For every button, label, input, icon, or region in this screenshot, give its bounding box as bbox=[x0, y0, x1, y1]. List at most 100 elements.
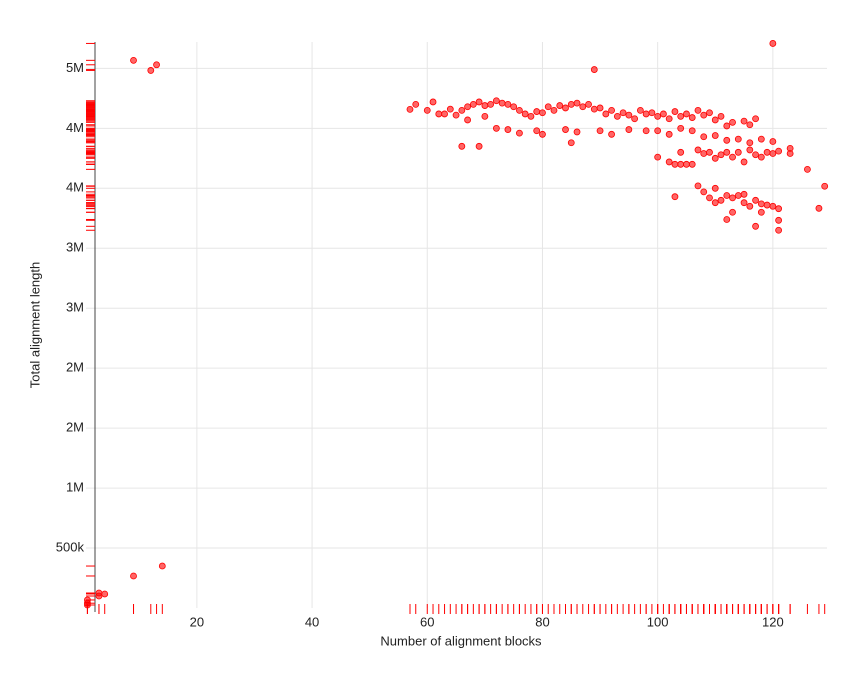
point bbox=[101, 590, 109, 598]
point bbox=[677, 148, 685, 156]
point bbox=[804, 165, 811, 173]
point bbox=[487, 100, 495, 108]
point bbox=[492, 97, 500, 105]
point bbox=[706, 194, 713, 202]
point bbox=[769, 40, 777, 47]
point bbox=[556, 102, 564, 109]
point bbox=[734, 192, 742, 199]
point bbox=[786, 150, 794, 157]
point bbox=[429, 98, 437, 106]
point bbox=[596, 104, 604, 112]
point bbox=[158, 562, 166, 570]
point bbox=[642, 110, 650, 118]
point bbox=[711, 184, 719, 192]
point bbox=[775, 216, 783, 224]
point bbox=[746, 202, 754, 210]
point bbox=[95, 592, 103, 600]
point bbox=[596, 127, 604, 135]
point bbox=[510, 103, 518, 111]
point bbox=[769, 202, 777, 210]
point bbox=[608, 106, 615, 114]
y-tick-label: 4M bbox=[66, 120, 84, 135]
point bbox=[688, 160, 696, 168]
point bbox=[516, 129, 523, 137]
point bbox=[717, 196, 725, 204]
point bbox=[815, 204, 823, 212]
point bbox=[130, 56, 137, 64]
y-axis-title: Total alignment length bbox=[27, 262, 42, 388]
point bbox=[573, 128, 581, 136]
point bbox=[683, 110, 690, 118]
point bbox=[521, 110, 529, 118]
point bbox=[533, 108, 541, 115]
point bbox=[757, 208, 765, 216]
point bbox=[694, 106, 702, 114]
point bbox=[527, 112, 535, 120]
point bbox=[700, 111, 708, 119]
x-tick-label: 20 bbox=[190, 614, 204, 629]
point bbox=[498, 99, 506, 107]
point bbox=[688, 114, 696, 121]
point bbox=[631, 115, 639, 123]
point bbox=[746, 121, 754, 129]
point bbox=[648, 109, 656, 117]
point bbox=[734, 148, 742, 156]
point bbox=[775, 205, 783, 213]
point bbox=[153, 61, 160, 69]
point bbox=[504, 100, 512, 108]
point bbox=[711, 116, 719, 124]
point bbox=[671, 108, 679, 115]
point bbox=[717, 151, 725, 159]
point bbox=[441, 110, 448, 118]
point bbox=[752, 196, 759, 204]
point bbox=[406, 105, 414, 113]
point bbox=[711, 132, 719, 139]
point bbox=[579, 103, 587, 111]
point bbox=[590, 105, 598, 113]
point bbox=[729, 194, 736, 202]
y-tick-label: 500k bbox=[56, 539, 85, 554]
x-tick-label: 120 bbox=[762, 614, 784, 629]
point bbox=[729, 208, 736, 216]
point bbox=[665, 158, 673, 166]
point bbox=[464, 103, 471, 111]
point bbox=[723, 192, 731, 199]
point bbox=[562, 126, 569, 133]
point bbox=[775, 226, 783, 234]
point bbox=[671, 160, 679, 168]
point bbox=[423, 106, 431, 114]
point bbox=[452, 111, 460, 119]
point bbox=[769, 150, 777, 157]
point bbox=[763, 148, 771, 156]
x-tick-label: 60 bbox=[420, 614, 434, 629]
point bbox=[625, 111, 633, 119]
point bbox=[625, 126, 633, 133]
point bbox=[654, 112, 662, 120]
point bbox=[740, 158, 748, 166]
point bbox=[677, 124, 685, 132]
point bbox=[602, 110, 610, 118]
point bbox=[642, 127, 650, 135]
point bbox=[688, 127, 696, 135]
point bbox=[752, 151, 759, 159]
point bbox=[130, 572, 137, 580]
point bbox=[821, 182, 829, 190]
point bbox=[665, 130, 673, 138]
point bbox=[608, 130, 615, 138]
point bbox=[763, 201, 771, 209]
x-tick-label: 40 bbox=[305, 614, 319, 629]
point bbox=[740, 117, 748, 125]
y-tick-label: 1M bbox=[66, 480, 84, 495]
point bbox=[677, 112, 685, 120]
point bbox=[706, 148, 713, 156]
point bbox=[147, 67, 155, 74]
x-axis-title: Number of alignment blocks bbox=[380, 633, 542, 648]
point bbox=[446, 105, 454, 113]
point bbox=[567, 139, 575, 147]
point bbox=[677, 160, 685, 168]
point bbox=[562, 104, 569, 112]
point bbox=[619, 109, 627, 117]
point bbox=[469, 100, 477, 108]
